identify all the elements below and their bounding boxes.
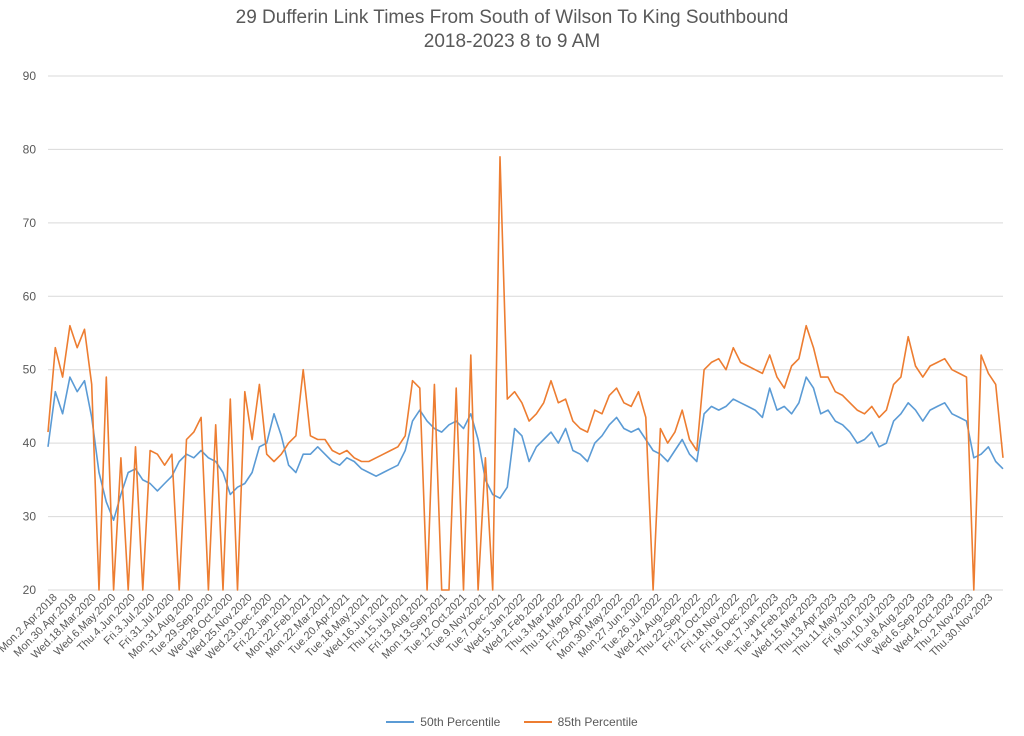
chart-title-block: 29 Dufferin Link Times From South of Wil… bbox=[0, 6, 1024, 54]
y-tick-label: 20 bbox=[23, 583, 37, 597]
chart-title: 29 Dufferin Link Times From South of Wil… bbox=[235, 7, 789, 28]
legend-swatch-p50 bbox=[386, 721, 415, 723]
y-tick-label: 50 bbox=[23, 363, 37, 377]
x-axis-ticks: Mon.2.Apr.2018Mon.30.Apr.2018Wed.18.Mar.… bbox=[0, 592, 995, 663]
y-tick-label: 70 bbox=[23, 216, 37, 230]
y-tick-label: 30 bbox=[23, 510, 37, 524]
series-line-50th-percentile bbox=[47, 376, 1004, 522]
y-tick-label: 40 bbox=[23, 436, 37, 450]
legend-item-p50: 50th Percentile bbox=[386, 715, 500, 729]
legend: 50th Percentile 85th Percentile bbox=[0, 712, 1024, 729]
y-tick-label: 60 bbox=[23, 289, 37, 303]
grid-lines bbox=[48, 75, 1003, 591]
legend-swatch-p85 bbox=[523, 721, 552, 723]
y-axis-ticks: 20 30 40 50 60 70 80 90 bbox=[23, 69, 37, 597]
chart-subtitle: 2018-2023 8 to 9 AM bbox=[423, 31, 601, 52]
y-tick-label: 90 bbox=[23, 69, 37, 83]
series-lines bbox=[47, 156, 1004, 591]
legend-item-p85: 85th Percentile bbox=[523, 715, 638, 729]
y-tick-label: 80 bbox=[23, 142, 37, 156]
legend-label-p50: 50th Percentile bbox=[420, 715, 501, 729]
legend-label-p85: 85th Percentile bbox=[557, 715, 638, 729]
series-line-85th-percentile bbox=[47, 156, 1004, 591]
